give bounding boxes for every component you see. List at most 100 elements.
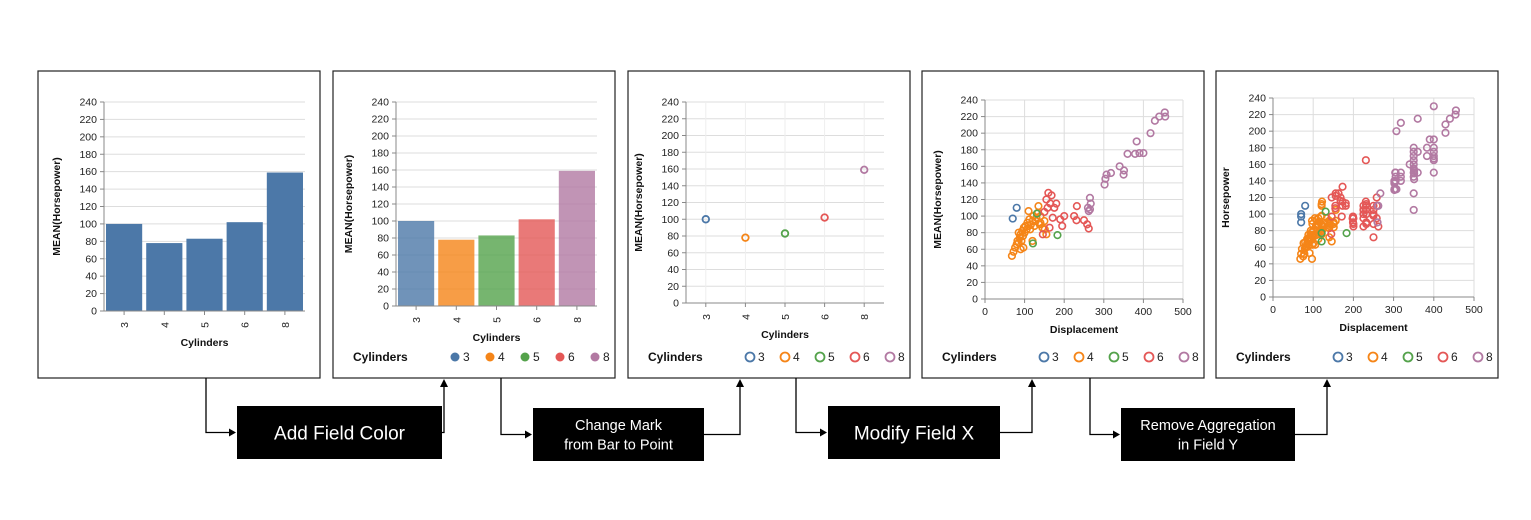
legend-title: Cylinders <box>353 350 408 364</box>
point-cyl-3 <box>1301 201 1310 210</box>
y-tick-label: 180 <box>79 149 97 161</box>
arrowhead-in <box>1113 430 1120 439</box>
arrowhead-in <box>229 428 236 437</box>
legend-swatch-3 <box>450 352 460 362</box>
point-cyl-6 <box>1083 220 1092 229</box>
legend-swatch-4 <box>1073 351 1085 363</box>
y-tick-label: 160 <box>960 161 978 173</box>
point-cyl-6 <box>1369 233 1378 242</box>
y-tick-label: 80 <box>966 227 978 239</box>
point-cyl-3 <box>1297 209 1306 219</box>
y-tick-label: 20 <box>667 281 679 293</box>
y-tick-label: 160 <box>661 164 679 176</box>
y-axis-title: MEAN(Horsepower) <box>343 155 355 254</box>
point-cyl-8 <box>1445 114 1454 123</box>
point-cyl-3 <box>1297 212 1306 221</box>
point-cyl-8 <box>1392 127 1401 136</box>
point-cyl-6 <box>1362 200 1371 209</box>
y-tick-label: 100 <box>371 216 389 228</box>
panel-frame <box>921 70 1205 379</box>
y-tick-label: 100 <box>960 211 978 223</box>
point-cyl-8 <box>1396 168 1405 177</box>
point-cyl-8 <box>1373 218 1382 227</box>
point-cyl-6 <box>1327 212 1336 221</box>
legend-swatch-5 <box>1108 351 1120 363</box>
legend-swatch-6 <box>1437 351 1449 363</box>
y-tick-label: 120 <box>79 201 97 213</box>
operation-label: in Field Y <box>1178 437 1239 453</box>
legend-title: Cylinders <box>942 350 997 364</box>
legend-label-6: 6 <box>1451 350 1458 364</box>
point-cyl-5 <box>1342 229 1351 238</box>
point-cyl-8 <box>1396 176 1405 186</box>
x-tick-label: 100 <box>1304 304 1322 316</box>
point-cyl-6 <box>1331 189 1340 198</box>
point-cyl-8 <box>1132 137 1141 146</box>
y-tick-label: 120 <box>661 197 679 209</box>
bar-4 <box>438 239 475 306</box>
y-tick-label: 0 <box>383 301 389 313</box>
operation-step-3: Modify Field X <box>795 378 1036 459</box>
y-tick-label: 140 <box>1248 175 1266 187</box>
point-cyl-6 <box>1341 201 1350 210</box>
point-cyl-8 <box>1441 120 1450 129</box>
y-axis-title: Horsepower <box>1220 167 1232 228</box>
x-tick-label: 400 <box>1425 304 1443 316</box>
point-cyl-6 <box>1050 203 1059 212</box>
connector-out <box>442 385 445 434</box>
bar-5 <box>186 238 223 311</box>
operation-step-4: Remove Aggregation in Field Y <box>1089 378 1331 461</box>
bar-8 <box>558 170 595 306</box>
legend-label-5: 5 <box>1416 350 1423 364</box>
x-tick-label: 8 <box>280 322 292 328</box>
legend-label-6: 6 <box>1157 350 1164 364</box>
point-cyl-5 <box>1053 231 1062 240</box>
y-tick-label: 240 <box>79 97 97 109</box>
operation-label: from Bar to Point <box>564 437 673 453</box>
point-cyl-6 <box>1336 193 1345 202</box>
y-tick-label: 100 <box>1248 209 1266 221</box>
connector-out <box>704 385 741 436</box>
point-cyl-8 <box>1413 147 1422 156</box>
point-cyl-8 <box>1119 170 1128 179</box>
y-tick-label: 20 <box>966 277 978 289</box>
point-cyl-8 <box>1376 189 1385 198</box>
point-cyl-6 <box>1359 209 1368 219</box>
point-cyl-6 <box>1361 156 1370 165</box>
y-tick-label: 100 <box>79 218 97 230</box>
point-cyl-8 <box>1409 189 1418 198</box>
y-tick-label: 240 <box>960 95 978 107</box>
point-cyl-6 <box>1038 230 1047 239</box>
y-tick-label: 220 <box>661 113 679 125</box>
arrowhead-out <box>736 379 744 387</box>
point-cyl-6 <box>1072 202 1081 211</box>
y-tick-label: 60 <box>667 247 679 259</box>
legend-swatch-5 <box>1402 351 1414 363</box>
y-tick-label: 160 <box>1248 159 1266 171</box>
legend-label-5: 5 <box>828 350 835 364</box>
y-tick-label: 200 <box>79 131 97 143</box>
point-8 <box>860 165 869 175</box>
y-tick-label: 240 <box>1248 93 1266 105</box>
y-tick-label: 240 <box>661 97 679 109</box>
point-cyl-6 <box>1359 222 1368 231</box>
x-tick-label: 6 <box>820 314 832 320</box>
point-cyl-4 <box>1032 213 1041 222</box>
y-tick-label: 20 <box>377 284 389 296</box>
x-tick-label: 6 <box>532 317 544 323</box>
point-cyl-6 <box>1069 211 1079 221</box>
point-cyl-5 <box>1032 209 1041 218</box>
point-cyl-6 <box>1045 223 1054 232</box>
point-cyl-5 <box>1028 239 1038 248</box>
legend-label-8: 8 <box>603 350 610 364</box>
legend-label-8: 8 <box>1486 350 1493 364</box>
chart-panel-2: 0 20 40 60 80 100 120 140 160 180 200 220 240 MEAN(Ho… <box>332 70 616 379</box>
connector-in <box>205 378 231 434</box>
x-axis-title: Cylinders <box>761 329 809 341</box>
point-cyl-8 <box>1413 114 1422 123</box>
operation-label: Add Field Color <box>274 423 406 444</box>
point-cyl-8 <box>1119 166 1129 175</box>
y-tick-label: 200 <box>371 131 389 143</box>
legend-label-3: 3 <box>463 350 470 364</box>
point-cyl-8 <box>1409 147 1418 156</box>
